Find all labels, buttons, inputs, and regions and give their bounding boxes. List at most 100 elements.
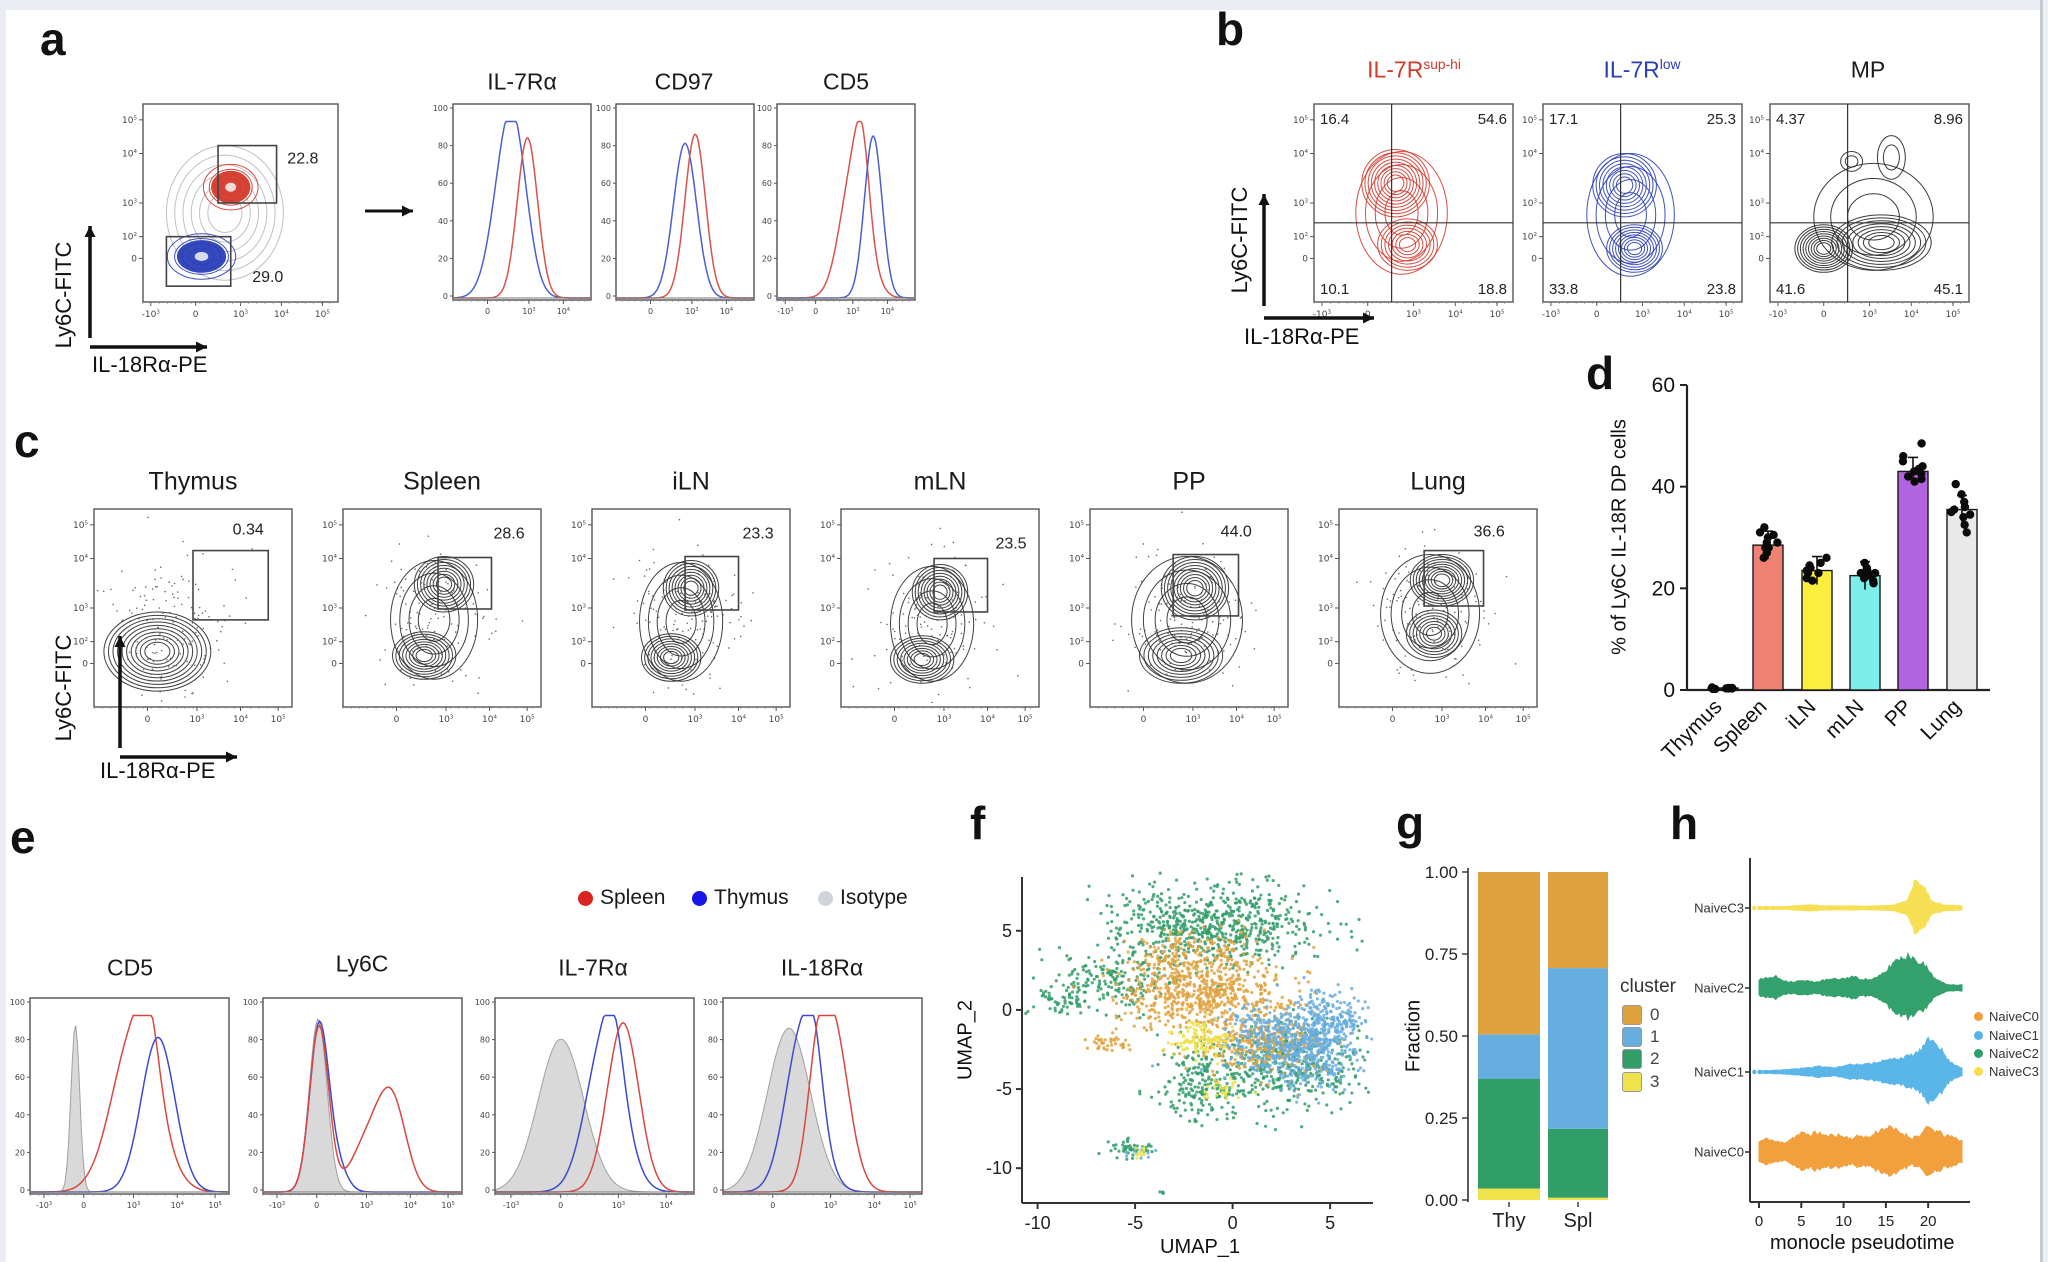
h-cat-naivec3: NaiveC3 xyxy=(1694,900,1744,916)
f-ylabel: UMAP_2 xyxy=(954,999,977,1081)
h-legend-naivec2: NaiveC2 xyxy=(1974,1046,2039,1061)
svg-text:105: 105 xyxy=(441,1201,454,1210)
cluster0-swatch-icon xyxy=(1622,1005,1642,1025)
svg-text:105: 105 xyxy=(73,520,88,530)
a-hist-title-cd97: CD97 xyxy=(654,68,714,95)
svg-text:10.1: 10.1 xyxy=(1320,281,1349,298)
svg-text:80: 80 xyxy=(601,142,611,151)
a-hist-2: 100 80 60 40 20 0 -103 0 103 104 xyxy=(757,103,916,316)
svg-text:-10: -10 xyxy=(986,1158,1012,1178)
svg-text:105: 105 xyxy=(322,520,337,530)
svg-text:-5: -5 xyxy=(996,1079,1012,1099)
c-xlabel: IL-18Rα-PE xyxy=(100,758,216,783)
svg-text:0: 0 xyxy=(892,715,898,725)
svg-text:105: 105 xyxy=(1318,520,1333,530)
svg-text:-103: -103 xyxy=(36,1201,52,1210)
svg-text:20: 20 xyxy=(762,254,772,263)
svg-text:103: 103 xyxy=(1069,604,1084,614)
svg-text:105: 105 xyxy=(903,1201,916,1210)
naivec2-dot-icon xyxy=(1974,1049,1983,1058)
e-hist-0: 100 80 60 40 20 0 -103 0 103 104 105 xyxy=(10,997,230,1210)
e-hist-title-il18ra: IL-18Rα xyxy=(780,954,864,981)
svg-text:44.0: 44.0 xyxy=(1221,524,1252,541)
e-hist-1: 100 80 60 40 20 0 -103 0 103 104 105 xyxy=(243,997,463,1210)
svg-text:102: 102 xyxy=(1522,232,1537,242)
svg-text:104: 104 xyxy=(1478,715,1493,725)
svg-text:103: 103 xyxy=(73,604,88,614)
svg-text:105: 105 xyxy=(1267,715,1282,725)
svg-text:0: 0 xyxy=(1531,254,1537,264)
naivec3-dot-icon xyxy=(1974,1067,1983,1076)
svg-text:80: 80 xyxy=(708,1036,718,1045)
svg-text:104: 104 xyxy=(482,715,497,725)
svg-text:105: 105 xyxy=(769,715,784,725)
page-border-right xyxy=(2040,0,2043,1262)
svg-text:80: 80 xyxy=(15,1036,25,1045)
svg-text:40: 40 xyxy=(15,1111,25,1120)
svg-text:103: 103 xyxy=(1318,604,1333,614)
svg-text:104: 104 xyxy=(659,1201,672,1210)
svg-text:60: 60 xyxy=(480,1073,490,1082)
svg-text:45.1: 45.1 xyxy=(1934,281,1963,298)
g-cat-spl: Spl xyxy=(1563,1210,1593,1232)
svg-text:104: 104 xyxy=(1749,149,1764,159)
svg-text:0: 0 xyxy=(253,1186,258,1195)
svg-text:105: 105 xyxy=(271,715,286,725)
b-plot-title-mp: MP xyxy=(1850,56,1886,83)
h-cat-naivec2: NaiveC2 xyxy=(1694,980,1744,996)
svg-text:iLN: iLN xyxy=(1782,695,1821,734)
svg-text:20: 20 xyxy=(1652,577,1675,600)
svg-text:0: 0 xyxy=(131,254,137,264)
c-title-pp: PP xyxy=(1172,467,1206,496)
svg-text:22.8: 22.8 xyxy=(287,150,318,167)
svg-text:0: 0 xyxy=(1228,1213,1238,1233)
svg-text:104: 104 xyxy=(720,307,733,316)
g-cat-thy: Thy xyxy=(1492,1210,1526,1232)
svg-text:0: 0 xyxy=(193,310,199,320)
svg-text:0: 0 xyxy=(713,1186,718,1195)
c-title-thymus: Thymus xyxy=(148,467,238,496)
svg-text:-103: -103 xyxy=(777,307,793,316)
a-hist-title-cd5: CD5 xyxy=(822,68,870,95)
c-plot-0: 105 104 103 102 0 0 103 104 105 0.34 xyxy=(73,508,293,725)
svg-text:20: 20 xyxy=(248,1148,258,1157)
b-axis-arrows xyxy=(1258,194,1374,324)
svg-text:104: 104 xyxy=(1904,310,1919,320)
svg-text:0: 0 xyxy=(580,659,586,669)
svg-text:60: 60 xyxy=(1652,374,1675,397)
svg-text:0: 0 xyxy=(1390,715,1396,725)
panel-letter-e: e xyxy=(10,811,36,863)
svg-text:104: 104 xyxy=(980,715,995,725)
h-ridge: 0 5 10 15 20 xyxy=(1745,858,1970,1230)
svg-text:104: 104 xyxy=(73,554,88,564)
svg-text:25.3: 25.3 xyxy=(1707,111,1736,128)
svg-text:103: 103 xyxy=(322,604,337,614)
svg-text:104: 104 xyxy=(171,1201,184,1210)
svg-text:Thymus: Thymus xyxy=(1657,695,1726,764)
svg-text:40: 40 xyxy=(480,1111,490,1120)
c-title-mln: mLN xyxy=(913,467,967,496)
svg-text:36.6: 36.6 xyxy=(1474,524,1505,541)
svg-text:54.6: 54.6 xyxy=(1478,111,1507,128)
svg-text:0: 0 xyxy=(314,1201,319,1210)
svg-text:0: 0 xyxy=(1821,310,1827,320)
svg-text:17.1: 17.1 xyxy=(1549,111,1578,128)
cluster2-swatch-icon xyxy=(1622,1049,1642,1069)
svg-text:104: 104 xyxy=(1069,554,1084,564)
thymus-dot-icon xyxy=(692,891,707,906)
svg-text:103: 103 xyxy=(189,715,204,725)
svg-text:20: 20 xyxy=(438,254,448,263)
svg-text:104: 104 xyxy=(1677,310,1692,320)
svg-text:60: 60 xyxy=(708,1073,718,1082)
c-plot-1: 105 104 103 102 0 0 103 104 105 28.6 xyxy=(322,508,542,725)
svg-text:103: 103 xyxy=(824,1201,837,1210)
svg-text:100: 100 xyxy=(703,998,718,1007)
svg-text:60: 60 xyxy=(438,179,448,188)
svg-text:105: 105 xyxy=(208,1201,221,1210)
svg-text:104: 104 xyxy=(571,554,586,564)
svg-text:0: 0 xyxy=(1663,679,1675,702)
svg-text:40: 40 xyxy=(708,1111,718,1120)
e-hist-2: 100 80 60 40 20 0 -103 0 103 104 xyxy=(475,997,695,1210)
